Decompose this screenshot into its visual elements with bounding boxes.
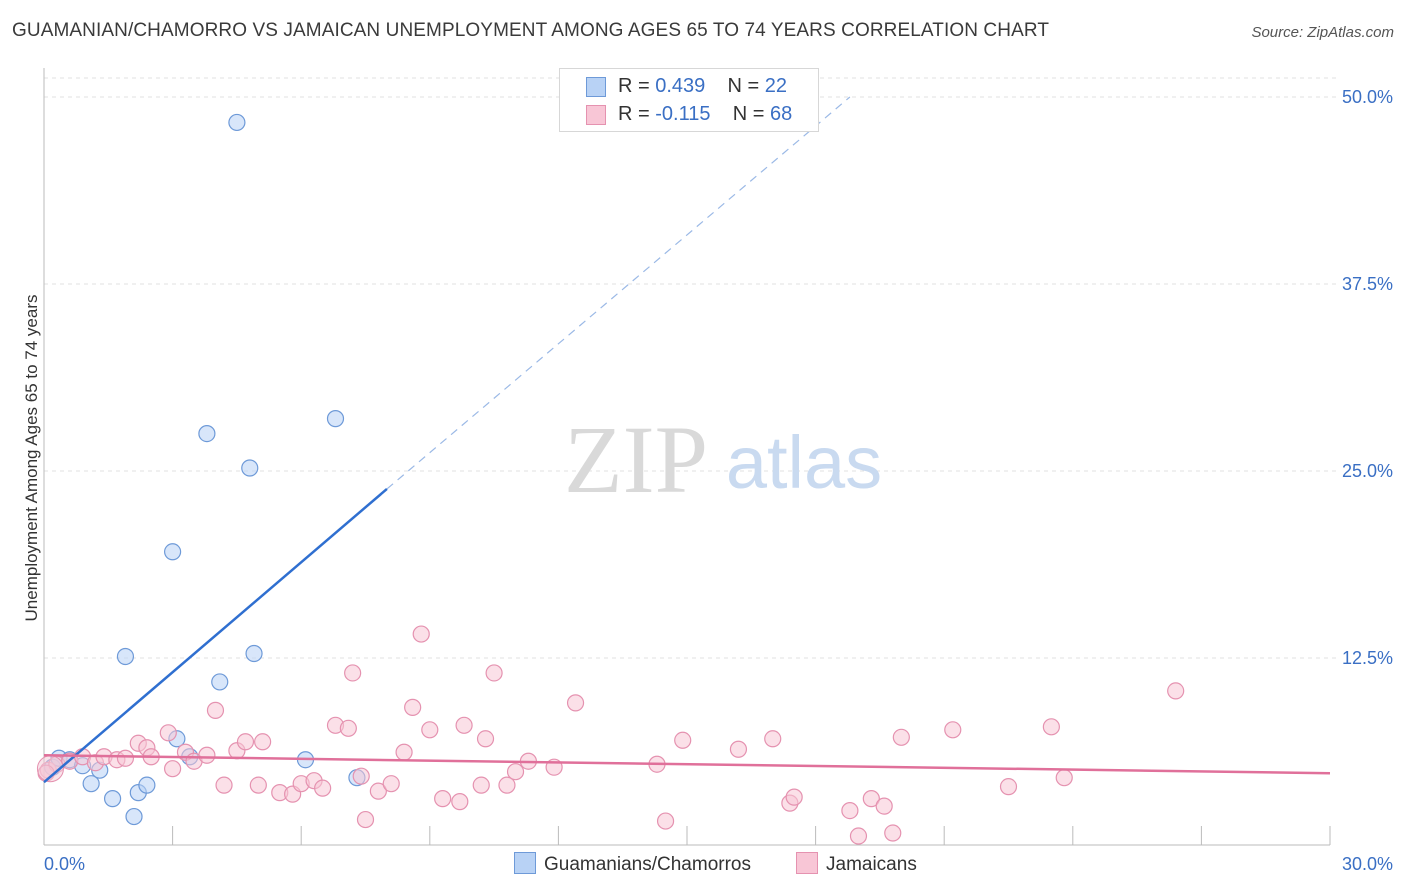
- legend-swatch-jamaicans: [586, 105, 606, 125]
- legend-r-label: R =: [618, 103, 650, 125]
- gridlines: [44, 77, 1340, 659]
- data-point: [841, 801, 859, 820]
- data-point: [198, 746, 216, 764]
- data-point: [674, 731, 692, 749]
- data-point: [116, 647, 135, 666]
- legend-r-label: R =: [618, 75, 650, 97]
- data-point: [344, 664, 362, 682]
- data-point: [326, 410, 345, 428]
- data-point: [1055, 769, 1073, 787]
- data-point: [103, 790, 122, 808]
- legend-swatch-guamanians: [586, 77, 606, 97]
- legend-n-value-jamaicans: 68: [769, 103, 793, 125]
- data-point: [245, 644, 263, 663]
- y-tick-label: 50.0%: [1342, 87, 1393, 107]
- legend-r-value-jamaicans: -0.115: [655, 103, 711, 125]
- data-point: [228, 113, 246, 132]
- data-point: [236, 733, 255, 751]
- data-point: [764, 730, 782, 748]
- watermark: ZIP atlas: [564, 406, 882, 513]
- trend-line-guamanians: [43, 488, 388, 784]
- data-point: [138, 776, 156, 794]
- data-point: [164, 543, 182, 561]
- y-axis-label: Unemployment Among Ages 65 to 74 years: [22, 294, 41, 622]
- data-point: [1042, 718, 1060, 736]
- bottom-legend-jamaicans: Jamaicans: [796, 852, 917, 876]
- data-point: [875, 797, 893, 815]
- data-point: [249, 776, 267, 794]
- legend-box: R = 0.439 N = 22 R = -0.115 N = 68: [559, 68, 819, 132]
- bottom-legend-swatch-jamaicans: [796, 852, 818, 874]
- data-point: [455, 716, 473, 734]
- data-point: [944, 721, 962, 739]
- data-point: [404, 698, 422, 716]
- series-jamaicans: [37, 625, 1185, 845]
- data-point: [198, 425, 216, 443]
- data-point: [566, 694, 585, 712]
- data-point: [116, 749, 135, 767]
- data-point: [159, 724, 177, 742]
- data-point: [356, 810, 375, 829]
- x-tick-label: 0.0%: [44, 854, 85, 874]
- trend-lines: [43, 96, 1331, 784]
- data-point: [729, 740, 748, 758]
- legend-n-label: N =: [727, 75, 760, 97]
- data-point: [472, 776, 490, 794]
- data-point: [211, 673, 229, 691]
- bottom-legend-guamanians: Guamanians/Chamorros: [514, 852, 751, 876]
- y-tick-label: 12.5%: [1342, 648, 1393, 668]
- data-point: [476, 730, 495, 748]
- watermark-zip: ZIP: [564, 406, 708, 513]
- data-point: [254, 733, 272, 751]
- data-point: [421, 721, 439, 739]
- data-point: [412, 625, 430, 643]
- data-point: [862, 790, 880, 808]
- data-point: [434, 790, 452, 808]
- data-point: [999, 778, 1018, 796]
- axes: [43, 68, 1331, 846]
- data-point: [498, 776, 516, 794]
- data-point: [451, 793, 469, 811]
- data-point: [785, 788, 803, 806]
- data-point: [395, 743, 413, 761]
- data-point: [849, 827, 868, 845]
- data-point: [892, 728, 910, 746]
- data-point: [485, 664, 503, 682]
- tick-labels: 12.5% 25.0% 37.5% 50.0% 0.0% 30.0%: [44, 87, 1393, 874]
- data-point: [369, 782, 387, 800]
- legend-n-label: N =: [732, 103, 765, 125]
- trend-line-jamaicans: [43, 753, 1331, 775]
- data-point: [339, 719, 357, 737]
- data-point: [884, 824, 902, 842]
- data-point: [241, 459, 259, 477]
- data-point: [82, 775, 100, 793]
- bottom-legend-swatch-guamanians: [514, 852, 536, 874]
- data-point: [206, 701, 225, 719]
- data-point: [506, 763, 525, 781]
- watermark-atlas: atlas: [726, 421, 882, 504]
- bottom-legend-label-guamanians: Guamanians/Chamorros: [544, 854, 751, 875]
- bottom-legend-label-jamaicans: Jamaicans: [826, 854, 917, 875]
- data-point: [215, 776, 233, 794]
- legend-r-value-guamanians: 0.439: [655, 75, 706, 97]
- y-tick-label: 37.5%: [1342, 274, 1393, 294]
- data-point: [125, 807, 143, 826]
- data-point: [382, 775, 400, 793]
- x-tick-label: 30.0%: [1342, 854, 1393, 874]
- data-point: [164, 760, 182, 778]
- chart-title: GUAMANIAN/CHAMORRO VS JAMAICAN UNEMPLOYM…: [12, 20, 1050, 41]
- legend-n-value-guamanians: 22: [764, 75, 788, 97]
- data-point: [352, 767, 370, 785]
- series-guamanians: [43, 113, 366, 826]
- source-label: Source: ZipAtlas.com: [1251, 24, 1394, 41]
- data-point: [656, 812, 675, 830]
- data-point: [314, 779, 332, 797]
- y-tick-label: 25.0%: [1342, 461, 1393, 481]
- trend-extension-guamanians: [386, 96, 851, 490]
- data-point: [1167, 682, 1185, 700]
